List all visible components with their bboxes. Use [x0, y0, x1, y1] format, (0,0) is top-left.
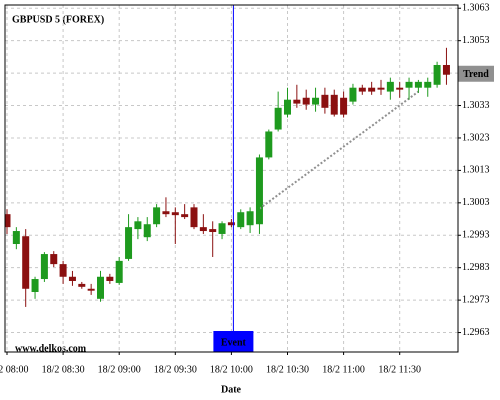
- trend-line: [258, 90, 419, 210]
- x-axis-label: Date: [221, 384, 242, 395]
- event-label: Event: [221, 337, 247, 348]
- y-tick-label: 1.3003: [462, 197, 490, 208]
- watermark: www.delkos.com: [15, 343, 87, 354]
- x-tick-label: 18/2 10:30: [266, 364, 309, 375]
- y-tick-label: 1.3063: [462, 3, 490, 14]
- plot-border: [4, 4, 459, 353]
- y-tick-label: 1.2963: [462, 327, 490, 338]
- y-tick-label: 1.2973: [462, 294, 490, 305]
- candle-body: [5, 214, 11, 228]
- x-tick-label: 18/2 09:00: [98, 364, 141, 375]
- x-tick-label: 18/2 10:00: [210, 364, 253, 375]
- x-tick-label: 18/2 08:30: [42, 364, 85, 375]
- y-tick-label: 1.3013: [462, 165, 490, 176]
- x-tick-label: 18/2 09:30: [154, 364, 197, 375]
- y-tick-label: 1.3053: [462, 35, 490, 46]
- y-tick-label: 1.3033: [462, 100, 490, 111]
- plot: [5, 64, 450, 299]
- y-tick-label: 1.2983: [462, 262, 490, 273]
- trend-label: Trend: [463, 69, 489, 80]
- chart-title: GBPUSD 5 (FOREX): [12, 14, 104, 25]
- y-tick-label: 1.2993: [462, 230, 490, 241]
- event-label-box: [213, 331, 254, 352]
- x-tick-label: 18/2 08:00: [0, 364, 29, 375]
- x-tick-label: 18/2 11:30: [378, 364, 421, 375]
- x-tick-label: 18/2 11:00: [322, 364, 365, 375]
- trend-label-box: [458, 65, 494, 82]
- y-tick-label: 1.3023: [462, 132, 490, 143]
